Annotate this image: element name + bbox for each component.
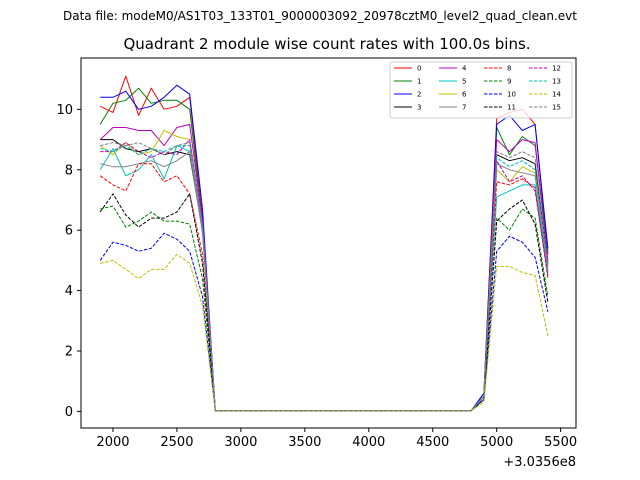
x-axis: 2000 2500 3000 3500 4000 4500 5000 5500 [96,428,577,450]
series-line-8 [99,163,549,412]
y-tick-label: 0 [65,405,73,420]
legend-label-14: 14 [552,91,561,99]
legend-label-5: 5 [462,78,466,86]
x-tick-label: 3000 [224,435,257,450]
series-line-4 [99,123,549,412]
legend-label-0: 0 [417,65,421,73]
series-line-11 [99,193,549,412]
y-tick-label: 4 [65,284,73,299]
x-tick-label: 5000 [480,435,513,450]
legend-label-8: 8 [507,65,511,73]
series-line-7 [100,151,549,412]
y-axis: 0 2 4 6 8 10 [56,103,81,420]
x-tick-label: 4500 [416,435,449,450]
series-line-14 [100,253,549,412]
x-tick-label: 5500 [544,435,577,450]
plot-frame [80,57,577,429]
legend-label-15: 15 [552,104,561,112]
x-tick-label: 4000 [352,435,385,450]
series-layer [99,75,549,412]
y-tick-label: 8 [65,163,73,178]
series-line-6 [99,130,549,412]
legend-label-7: 7 [462,104,466,112]
chart-suptitle: Data file: modeM0/AS1T03_133T01_90000030… [63,9,577,23]
x-tick-label: 2500 [160,435,193,450]
legend-label-1: 1 [417,78,421,86]
chart-title: Quadrant 2 module wise count rates with … [123,35,530,53]
x-tick-label: 2000 [96,435,129,450]
legend-label-9: 9 [507,78,511,86]
x-tick-label: 3500 [288,435,321,450]
legend-label-10: 10 [507,91,516,99]
series-line-15 [100,142,549,412]
series-line-1 [99,87,549,412]
legend-box [389,61,573,119]
series-line-0 [99,75,549,412]
y-tick-label: 6 [65,224,73,239]
plot-area: 2000 2500 3000 3500 4000 4500 5000 5500 0246810… [56,57,577,470]
y-tick-label: 10 [56,103,73,118]
legend-label-3: 3 [417,104,421,112]
series-line-10 [99,232,549,412]
series-line-13 [100,145,549,412]
legend-label-11: 11 [507,104,516,112]
series-line-2 [100,84,549,412]
series-line-5 [99,145,549,412]
x-offset-label: +3.0356e8 [503,455,576,470]
legend-label-4: 4 [462,65,467,73]
legend-label-12: 12 [552,65,561,73]
legend-label-13: 13 [552,78,561,86]
series-line-9 [100,205,549,412]
legend-label-6: 6 [462,91,467,99]
y-tick-label: 2 [65,344,73,359]
legend-label-2: 2 [417,91,421,99]
